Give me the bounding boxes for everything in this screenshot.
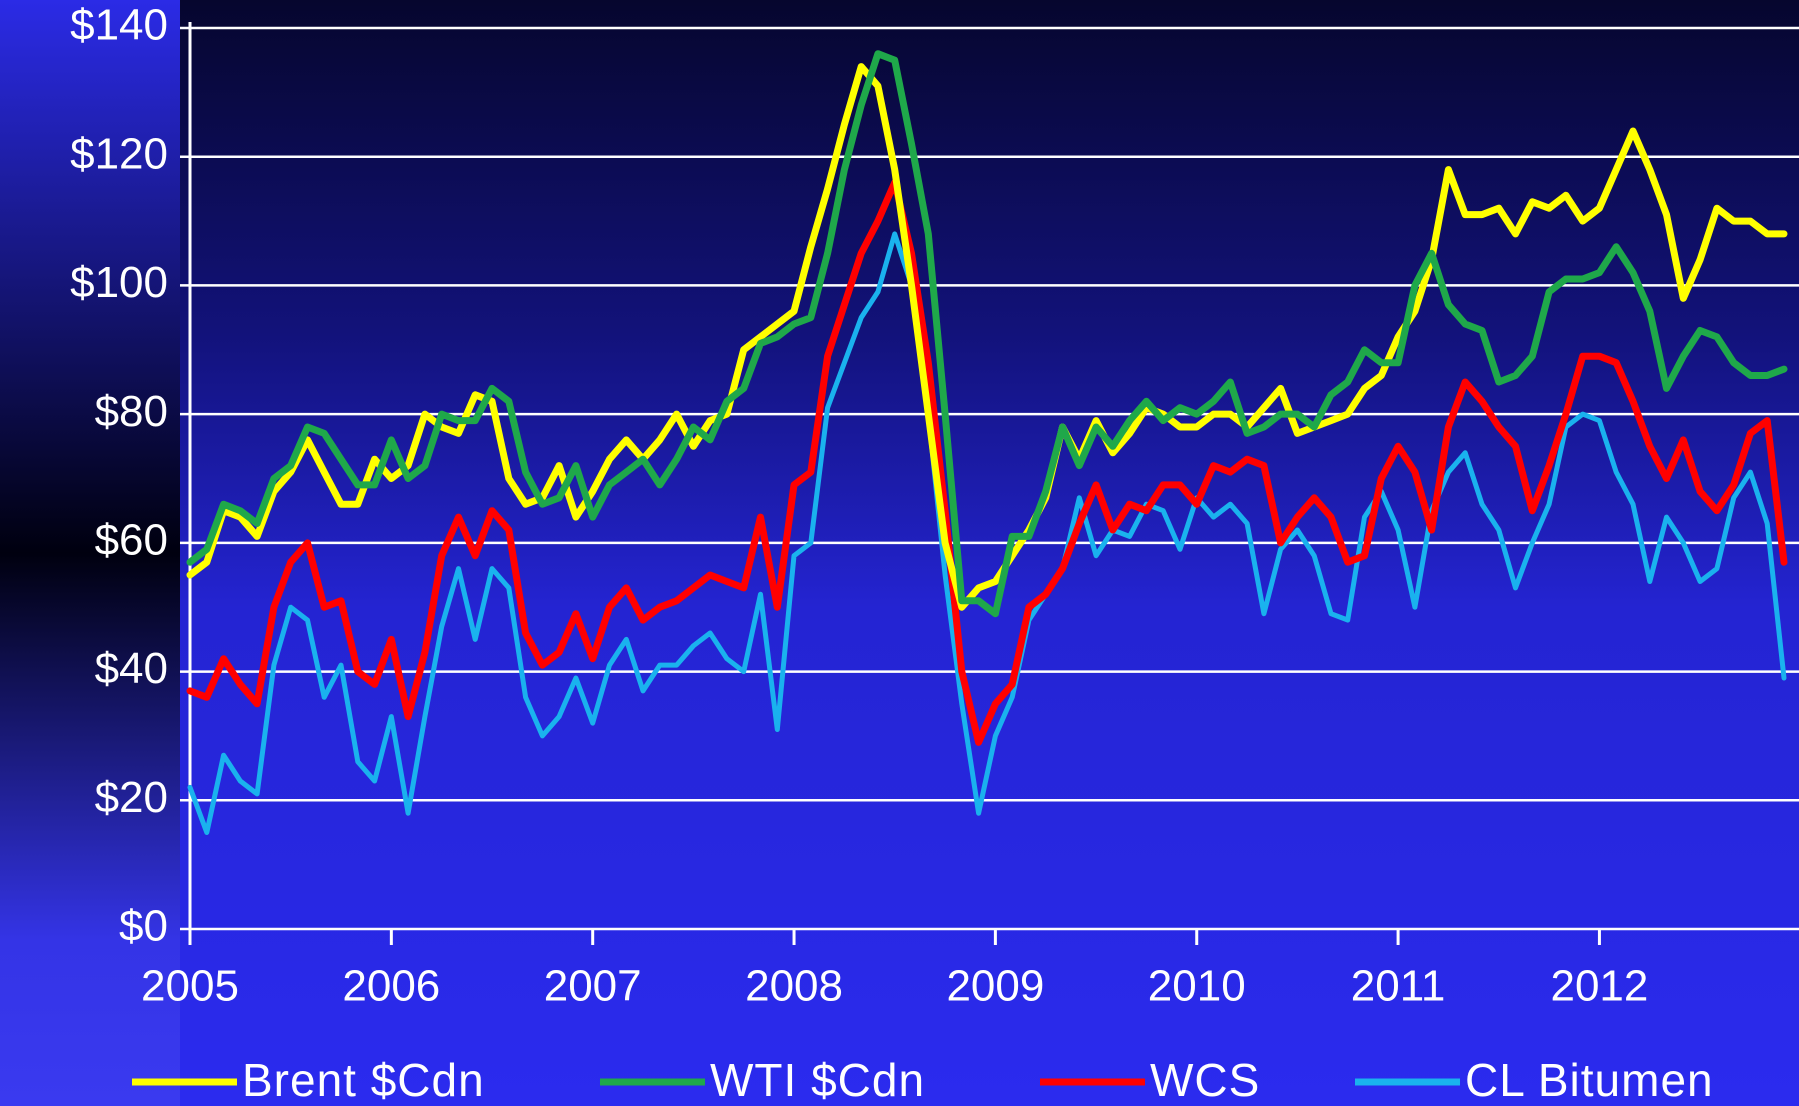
- y-tick-label: $20: [95, 773, 168, 822]
- x-tick-label: 2007: [544, 962, 642, 1011]
- x-tick-label: 2012: [1550, 962, 1648, 1011]
- y-tick-label: $120: [70, 129, 168, 178]
- y-tick-label: $0: [119, 902, 168, 951]
- x-tick-label: 2008: [745, 962, 843, 1011]
- y-tick-label: $40: [95, 644, 168, 693]
- series-line: [187, 231, 1787, 835]
- x-tick-label: 2006: [342, 962, 440, 1011]
- legend-label: WCS: [1150, 1054, 1260, 1106]
- series-line: [186, 50, 1788, 618]
- series-line: [186, 179, 1788, 746]
- x-tick-label: 2005: [141, 962, 239, 1011]
- y-tick-label: $60: [95, 515, 168, 564]
- legend-label: WTI $Cdn: [710, 1054, 925, 1106]
- y-tick-label: $100: [70, 258, 168, 307]
- x-tick-label: 2010: [1148, 962, 1246, 1011]
- legend-label: Brent $Cdn: [242, 1054, 485, 1106]
- x-tick-label: 2011: [1351, 962, 1446, 1011]
- plot: $0 $20 $40 $60 $80 $100 $120 $140 2005 2006 2007 20…: [70, 1, 1799, 1106]
- legend-label: CL Bitumen: [1465, 1054, 1714, 1106]
- x-tick-label: 2009: [946, 962, 1044, 1011]
- y-tick-label: $140: [70, 1, 168, 50]
- series-line: [186, 63, 1788, 611]
- side-strip: [0, 0, 180, 1106]
- y-tick-label: $80: [95, 387, 168, 436]
